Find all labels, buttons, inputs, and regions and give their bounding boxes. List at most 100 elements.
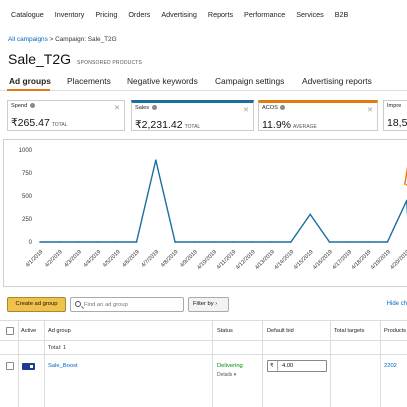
data-point bbox=[309, 213, 312, 216]
data-point bbox=[116, 241, 118, 243]
active-tab-indicator bbox=[7, 89, 50, 91]
x-tick-label: 4/5/2019 bbox=[102, 249, 122, 269]
series-line bbox=[404, 166, 407, 186]
nav-item-reports[interactable]: Reports bbox=[207, 9, 234, 19]
column-divider bbox=[262, 320, 263, 407]
nav-item-services[interactable]: Services bbox=[296, 9, 324, 19]
breadcrumb-all-campaigns[interactable]: All campaigns bbox=[8, 36, 48, 43]
info-icon bbox=[151, 105, 157, 111]
x-tick-label: 4/1/2019 bbox=[25, 249, 45, 269]
close-icon[interactable]: ✕ bbox=[367, 107, 373, 114]
table-row: Sale_Boost Delivering Details ▾ ₹ 4.00 2… bbox=[0, 355, 407, 405]
x-tick-label: 4/12/2019 bbox=[235, 249, 257, 271]
data-point bbox=[193, 241, 196, 243]
select-all-checkbox[interactable] bbox=[6, 327, 14, 335]
x-tick-label: 4/8/2019 bbox=[160, 249, 180, 269]
metric-card-impressions[interactable]: Impre 18,5 bbox=[383, 100, 407, 131]
column-divider bbox=[330, 320, 331, 407]
breadcrumb: All campaigns > Campaign: Sale_T2G bbox=[8, 36, 117, 43]
table-header: Active Ad group Status Default bid Total… bbox=[0, 320, 407, 341]
page-title: Sale_T2G bbox=[8, 51, 72, 67]
tab-advertising-reports[interactable]: Advertising reports bbox=[302, 76, 372, 86]
data-point bbox=[155, 159, 157, 161]
y-tick-label: 0 bbox=[29, 240, 33, 246]
x-tick-label: 4/18/2019 bbox=[351, 249, 373, 271]
data-point bbox=[367, 241, 369, 243]
campaign-tabs: Ad groups Placements Negative keywords C… bbox=[0, 73, 407, 91]
column-divider bbox=[380, 320, 381, 407]
info-icon bbox=[280, 105, 286, 111]
details-toggle[interactable]: Details ▾ bbox=[217, 372, 237, 378]
ad-group-name-link[interactable]: Sale_Boost bbox=[48, 363, 78, 369]
close-icon[interactable]: ✕ bbox=[243, 107, 249, 114]
breadcrumb-separator: > bbox=[49, 36, 54, 43]
column-divider bbox=[212, 320, 213, 407]
nav-item-advertising[interactable]: Advertising bbox=[161, 9, 197, 19]
create-ad-group-button[interactable]: Create ad group bbox=[7, 297, 66, 312]
metric-card-sales[interactable]: Sales ₹2,231.42 TOTAL ✕ bbox=[131, 100, 254, 131]
field-divider bbox=[277, 361, 278, 371]
data-point bbox=[77, 241, 80, 243]
metric-card-spend[interactable]: Spend ₹265.47 TOTAL ✕ bbox=[7, 100, 125, 131]
data-point bbox=[290, 241, 292, 243]
active-toggle[interactable] bbox=[22, 363, 35, 370]
tab-negative-keywords[interactable]: Negative keywords bbox=[127, 76, 198, 86]
metric-label: Impre bbox=[387, 103, 402, 109]
x-tick-label: 4/19/2019 bbox=[370, 249, 392, 271]
ad-group-toolbar: Create ad group Filter by › Hide ch bbox=[0, 290, 407, 320]
tab-ad-groups[interactable]: Ad groups bbox=[9, 76, 51, 86]
metric-value: ₹265.47 TOTAL bbox=[11, 117, 68, 129]
caret-down-icon: ▾ bbox=[233, 372, 237, 378]
data-point bbox=[328, 241, 331, 243]
tab-placements[interactable]: Placements bbox=[67, 76, 111, 86]
column-header-active[interactable]: Active bbox=[21, 328, 37, 334]
status-text: Delivering bbox=[217, 363, 243, 369]
breadcrumb-current: Campaign: Sale_T2G bbox=[55, 36, 117, 43]
y-tick-label: 250 bbox=[22, 217, 33, 223]
default-bid-value[interactable]: 4.00 bbox=[282, 363, 294, 369]
nav-item-inventory[interactable]: Inventory bbox=[54, 9, 85, 19]
search-box bbox=[70, 297, 184, 312]
default-bid-field[interactable]: ₹ 4.00 bbox=[267, 360, 327, 372]
column-header-ad-group[interactable]: Ad group bbox=[48, 328, 71, 334]
column-divider bbox=[44, 320, 45, 407]
nav-item-orders[interactable]: Orders bbox=[128, 9, 151, 19]
metric-label: ACOS bbox=[262, 105, 286, 111]
close-icon[interactable]: ✕ bbox=[114, 105, 120, 112]
column-header-products[interactable]: Products bbox=[384, 328, 407, 334]
column-header-status[interactable]: Status bbox=[217, 328, 233, 334]
x-tick-label: 4/10/2019 bbox=[196, 249, 218, 271]
hide-chart-link[interactable]: Hide ch bbox=[386, 301, 407, 307]
x-tick-label: 4/15/2019 bbox=[293, 249, 315, 271]
x-tick-label: 4/6/2019 bbox=[121, 249, 141, 269]
data-point bbox=[212, 241, 215, 243]
products-count-link[interactable]: 2202 bbox=[384, 363, 397, 369]
data-point bbox=[232, 241, 234, 243]
x-tick-label: 4/4/2019 bbox=[83, 249, 103, 269]
x-tick-label: 4/3/2019 bbox=[63, 249, 83, 269]
metric-label: Spend bbox=[11, 103, 35, 109]
metric-value: ₹2,231.42 TOTAL bbox=[135, 119, 201, 131]
search-input[interactable] bbox=[84, 299, 182, 310]
x-tick-label: 4/11/2019 bbox=[216, 249, 238, 271]
nav-item-catalogue[interactable]: Catalogue bbox=[11, 9, 44, 19]
column-header-default-bid[interactable]: Default bid bbox=[267, 328, 294, 334]
metric-card-acos[interactable]: ACOS 11.9% AVERAGE ✕ bbox=[258, 100, 378, 131]
x-tick-label: 4/13/2019 bbox=[254, 249, 276, 271]
nav-item-pricing[interactable]: Pricing bbox=[95, 9, 118, 19]
data-point bbox=[174, 241, 176, 243]
tab-campaign-settings[interactable]: Campaign settings bbox=[215, 76, 285, 86]
nav-item-performance[interactable]: Performance bbox=[244, 9, 286, 19]
nav-item-b2b[interactable]: B2B bbox=[334, 9, 349, 19]
data-point bbox=[270, 241, 273, 243]
column-header-total-targets[interactable]: Total targets bbox=[334, 328, 365, 334]
x-tick-label: 4/2/2019 bbox=[44, 249, 64, 269]
campaign-type-label: SPONSORED PRODUCTS bbox=[77, 60, 143, 66]
x-tick-label: 4/14/2019 bbox=[273, 249, 295, 271]
data-point bbox=[97, 241, 99, 243]
metric-value: 11.9% AVERAGE bbox=[262, 119, 317, 131]
currency-symbol: ₹ bbox=[270, 363, 274, 369]
filter-by-button[interactable]: Filter by › bbox=[188, 297, 229, 312]
row-checkbox[interactable] bbox=[6, 362, 14, 370]
